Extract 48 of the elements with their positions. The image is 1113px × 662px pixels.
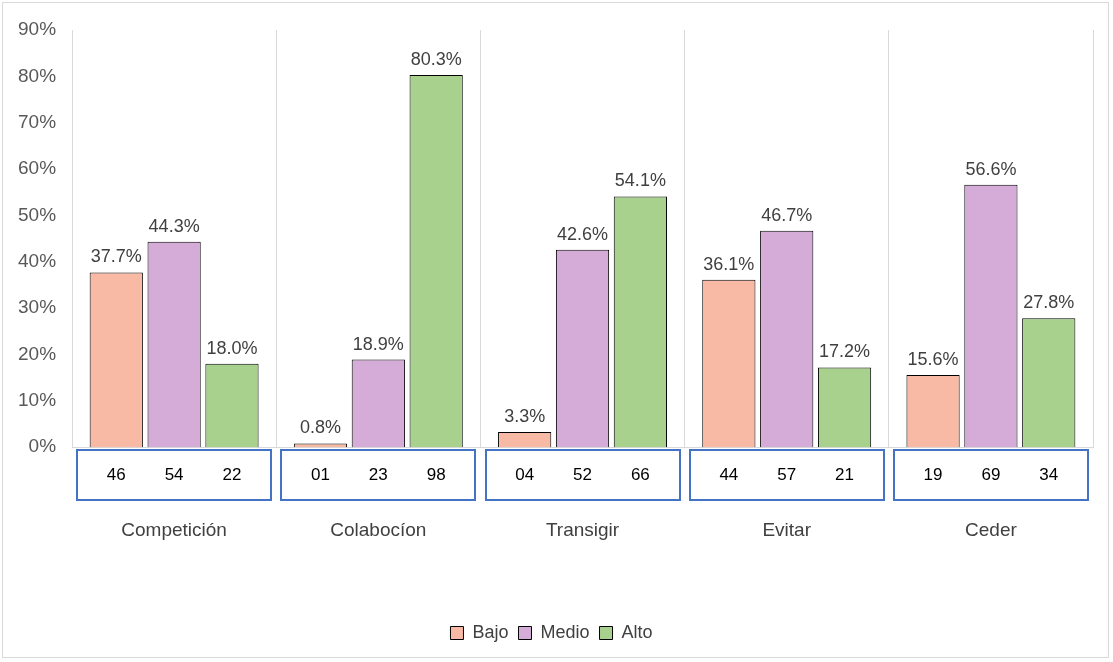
text: 34 xyxy=(1039,465,1059,486)
text: 19 xyxy=(923,465,943,486)
text: 46 xyxy=(106,465,126,486)
data-label: 44.3% xyxy=(148,215,200,236)
y-tick-label: 70% xyxy=(18,110,57,132)
data-label: 18.0% xyxy=(206,337,258,358)
text: 23 xyxy=(368,465,388,486)
y-tick-label: 10% xyxy=(18,389,57,411)
x-tick-label: Evitar xyxy=(762,518,812,540)
data-label: 37.7% xyxy=(90,246,142,267)
text: 22 xyxy=(222,465,242,486)
legend-label: Alto xyxy=(621,621,653,642)
text: 01 xyxy=(310,465,330,486)
legend-label: Medio xyxy=(540,621,590,642)
text: 21 xyxy=(835,465,855,486)
text: 57 xyxy=(777,465,797,486)
data-label: 54.1% xyxy=(614,170,666,191)
text: 98 xyxy=(426,465,446,486)
y-tick-label: 0% xyxy=(28,435,57,457)
text: 66 xyxy=(630,465,650,486)
data-label: 17.2% xyxy=(819,341,871,362)
text: 44 xyxy=(719,465,739,486)
data-label: 18.9% xyxy=(352,333,404,354)
data-label: 3.3% xyxy=(504,405,546,426)
data-label: 36.1% xyxy=(703,253,755,274)
text: 54 xyxy=(164,465,184,486)
data-label: 15.6% xyxy=(907,348,959,369)
x-tick-label: Ceder xyxy=(965,518,1018,540)
data-label: 42.6% xyxy=(556,223,609,244)
data-label: 56.6% xyxy=(965,158,1017,179)
y-tick-label: 90% xyxy=(18,18,57,40)
data-label: 0.8% xyxy=(299,417,341,438)
data-label: 27.8% xyxy=(1023,292,1075,313)
x-tick-label: Colabocíon xyxy=(330,518,427,540)
y-tick-label: 40% xyxy=(18,250,57,272)
text: 52 xyxy=(573,465,592,486)
data-label: 46.7% xyxy=(761,204,813,225)
data-label: 80.3% xyxy=(410,48,462,69)
y-tick-label: 80% xyxy=(18,64,57,86)
y-tick-label: 30% xyxy=(18,296,57,318)
text: 69 xyxy=(981,465,1001,486)
y-tick-label: 50% xyxy=(18,203,57,225)
y-tick-label: 60% xyxy=(18,157,57,179)
x-tick-label: Competición xyxy=(121,518,227,540)
x-tick-label: Transigir xyxy=(545,518,620,540)
y-tick-label: 20% xyxy=(18,342,57,364)
text: 04 xyxy=(515,465,535,486)
legend-label: Bajo xyxy=(472,621,509,642)
